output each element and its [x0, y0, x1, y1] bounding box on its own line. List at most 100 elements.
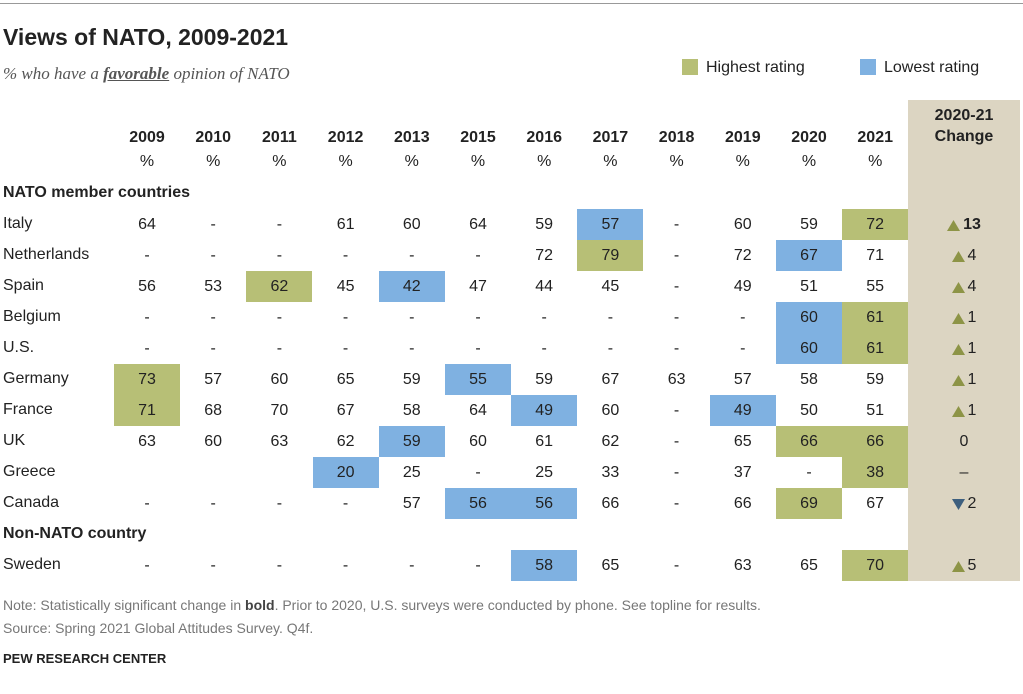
value-cell: 60	[601, 402, 620, 419]
value-cell: 56	[445, 488, 511, 519]
arrow-shape	[951, 498, 965, 510]
value-cell: 63	[733, 557, 752, 574]
value-cell: 63	[270, 433, 289, 450]
value-cell: -	[342, 309, 349, 326]
value-cell: 20	[312, 457, 379, 488]
unit-label: %	[338, 153, 353, 170]
value-cell: 57	[733, 371, 752, 388]
value-cell: 61	[535, 433, 554, 450]
value-cell: -	[541, 309, 547, 326]
change-value: 0	[959, 432, 969, 450]
change-cell: 4	[908, 240, 1020, 271]
value-cell: 67	[866, 495, 885, 512]
value-cell: 70	[270, 402, 289, 419]
value-cell: 59	[866, 371, 885, 388]
title: Views of NATO, 2009-2021	[3, 24, 289, 50]
change-cell: 1	[908, 333, 1020, 364]
value-cell: 73	[114, 364, 180, 395]
change-value: 13	[963, 215, 981, 233]
value-cell: 65	[601, 557, 620, 574]
unit-label: %	[139, 153, 155, 170]
change-cell: 1	[908, 395, 1020, 426]
value-cell: -	[342, 247, 349, 264]
change-value: 4	[967, 246, 977, 264]
value-cell: 61	[336, 216, 355, 233]
change-header: 2020-21	[934, 107, 994, 124]
value-cell: 56	[511, 488, 578, 519]
change-column	[908, 100, 1020, 581]
value-cell: -	[276, 216, 283, 233]
legend-label: Lowest rating	[884, 59, 980, 76]
value-cell: -	[144, 340, 150, 357]
value-cell: -	[409, 247, 415, 264]
value-cell: 45	[336, 278, 355, 295]
note-bold: bold	[245, 597, 275, 613]
value-cell: 79	[577, 240, 644, 271]
value-cell: -	[673, 464, 680, 481]
value-cell: 53	[204, 278, 223, 295]
value-cell: 60	[270, 371, 289, 388]
value-cell: -	[276, 309, 283, 326]
change-arrow	[951, 374, 965, 386]
arrow-shape	[951, 374, 965, 386]
value-cell: -	[740, 309, 746, 326]
value-cell: 38	[842, 457, 909, 488]
value-cell: 60	[776, 302, 842, 333]
value-cell: -	[475, 464, 481, 481]
group-label: Non-NATO country	[3, 525, 147, 542]
country: Spain	[3, 277, 44, 294]
value-cell: -	[673, 309, 680, 326]
change-cell: 5	[908, 550, 1020, 581]
value-cell: -	[673, 247, 680, 264]
value-cell: 58	[402, 402, 421, 419]
value-cell: 65	[336, 371, 355, 388]
country: U.S.	[3, 339, 35, 356]
year-header: 2010	[195, 129, 231, 146]
value-cell: -	[276, 247, 283, 264]
value-cell: -	[342, 340, 349, 357]
country: France	[3, 401, 53, 418]
value-cell: 65	[733, 433, 752, 450]
unit-label: %	[206, 153, 221, 170]
change-cell: 1	[908, 364, 1020, 395]
value-cell: -	[276, 495, 283, 512]
value-cell: 57	[577, 209, 644, 240]
value-cell: -	[673, 495, 680, 512]
change-arrow	[951, 498, 965, 510]
value-cell: 59	[378, 426, 445, 457]
value-cell: -	[806, 464, 812, 481]
value-cell: 59	[535, 371, 554, 388]
value-cell: 56	[138, 278, 156, 295]
value-cell: 63	[667, 371, 686, 388]
value-cell: 65	[800, 557, 818, 574]
arrow-shape	[951, 560, 965, 572]
subtitle-emphasis: favorable	[103, 64, 170, 83]
change-cell: 13	[908, 209, 1020, 240]
value-cell: -	[673, 278, 680, 295]
value-cell: 61	[842, 333, 909, 364]
value-cell: -	[276, 340, 283, 357]
country: Germany	[3, 370, 69, 387]
legend-swatch	[860, 59, 876, 75]
value-cell: 37	[733, 464, 752, 481]
value-cell: 64	[469, 402, 487, 419]
value-cell: 71	[114, 395, 180, 426]
value-cell: -	[210, 557, 216, 574]
value-cell: 59	[402, 371, 421, 388]
change-arrow	[951, 250, 965, 262]
value-cell: -	[673, 557, 680, 574]
year-header: 2013	[394, 129, 430, 146]
value-cell: -	[409, 340, 415, 357]
value-cell: -	[210, 247, 216, 264]
subtitle-text: opinion of NATO	[169, 64, 290, 83]
unit-label: %	[801, 153, 817, 170]
value-cell: -	[409, 557, 415, 574]
year-header: 2011	[262, 129, 297, 146]
value-cell: 72	[535, 247, 554, 264]
change-value: 1	[967, 339, 977, 357]
value-cell: -	[144, 247, 150, 264]
value-cell: 67	[776, 240, 842, 271]
arrow-shape	[947, 219, 961, 231]
value-cell: 62	[601, 433, 620, 450]
arrow-shape	[951, 343, 965, 355]
